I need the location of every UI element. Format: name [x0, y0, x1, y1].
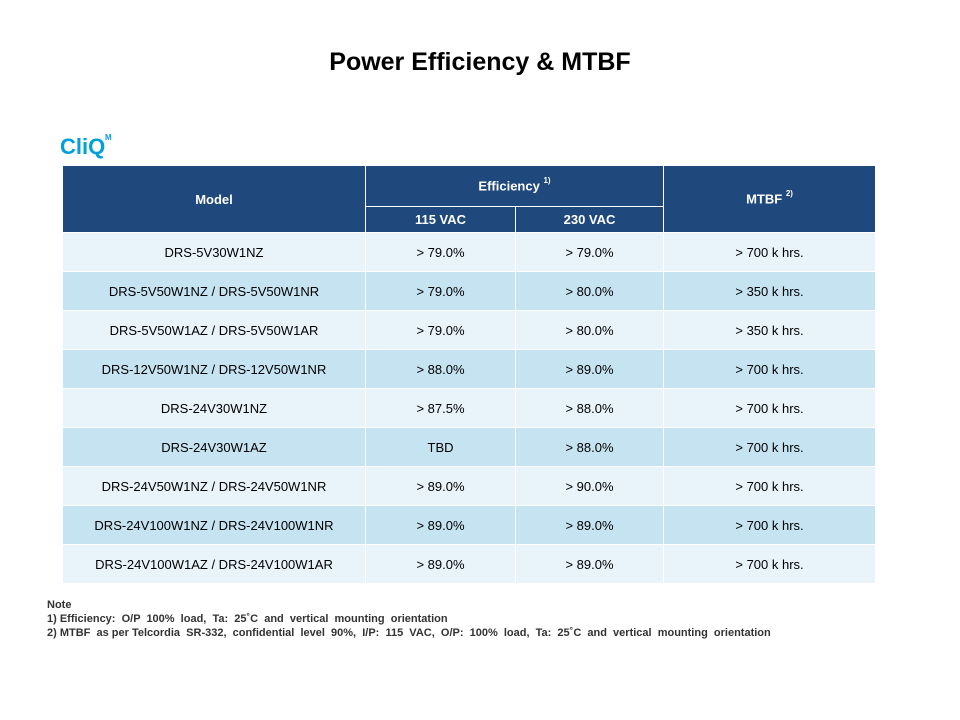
cell-mtbf: > 700 k hrs.	[663, 505, 877, 545]
header-mtbf: MTBF 2)	[663, 165, 877, 233]
cell-eff230: > 88.0%	[514, 388, 665, 428]
table-row: DRS-24V100W1AZ / DRS-24V100W1AR > 89.0% …	[62, 544, 877, 584]
cell-eff115: > 89.0%	[365, 544, 516, 584]
cell-eff230: > 88.0%	[514, 427, 665, 467]
cell-eff115: > 79.0%	[365, 271, 516, 311]
header-230vac: 230 VAC	[514, 206, 665, 233]
cell-eff115: TBD	[365, 427, 516, 467]
cell-model: DRS-5V50W1NZ / DRS-5V50W1NR	[62, 271, 366, 311]
note-line-2: 2) MTBF as per Telcordia SR-332, confide…	[47, 627, 771, 639]
header-115vac: 115 VAC	[365, 206, 516, 233]
cell-model: DRS-12V50W1NZ / DRS-12V50W1NR	[62, 349, 366, 389]
cell-eff230: > 89.0%	[514, 544, 665, 584]
table-row: DRS-12V50W1NZ / DRS-12V50W1NR > 88.0% > …	[62, 349, 877, 389]
page-title: Power Efficiency & MTBF	[329, 48, 631, 76]
cell-mtbf: > 700 k hrs.	[663, 388, 877, 428]
table-row: DRS-24V50W1NZ / DRS-24V50W1NR > 89.0% > …	[62, 466, 877, 506]
cliq-logo: CliQ M	[60, 130, 116, 162]
cell-eff115: > 88.0%	[365, 349, 516, 389]
table-row: DRS-5V50W1NZ / DRS-5V50W1NR > 79.0% > 80…	[62, 271, 877, 311]
cell-mtbf: > 700 k hrs.	[663, 349, 877, 389]
cell-mtbf: > 700 k hrs.	[663, 427, 877, 467]
spec-table: Model Efficiency 1) MTBF 2) 115 VAC 230 …	[62, 165, 877, 584]
cell-eff115: > 87.5%	[365, 388, 516, 428]
header-mtbf-label: MTBF	[746, 191, 783, 207]
cell-model: DRS-5V30W1NZ	[62, 232, 366, 272]
cell-model: DRS-24V30W1AZ	[62, 427, 366, 467]
cell-eff230: > 80.0%	[514, 271, 665, 311]
cell-mtbf: > 700 k hrs.	[663, 544, 877, 584]
header-efficiency: Efficiency 1)	[364, 165, 665, 207]
cell-eff115: > 89.0%	[365, 466, 516, 506]
table-row: DRS-5V50W1AZ / DRS-5V50W1AR > 79.0% > 80…	[62, 310, 877, 350]
cell-eff230: > 89.0%	[514, 349, 665, 389]
cell-eff230: > 89.0%	[514, 505, 665, 545]
cell-eff115: > 79.0%	[365, 310, 516, 350]
cell-mtbf: > 700 k hrs.	[663, 232, 877, 272]
cell-model: DRS-5V50W1AZ / DRS-5V50W1AR	[62, 310, 366, 350]
cell-mtbf: > 350 k hrs.	[663, 271, 877, 311]
table-row: DRS-24V30W1AZ TBD > 88.0% > 700 k hrs.	[62, 427, 877, 467]
cell-model: DRS-24V100W1NZ / DRS-24V100W1NR	[62, 505, 366, 545]
cell-mtbf: > 350 k hrs.	[663, 310, 877, 350]
cell-eff230: > 79.0%	[514, 232, 665, 272]
cell-model: DRS-24V50W1NZ / DRS-24V50W1NR	[62, 466, 366, 506]
table-row: DRS-24V30W1NZ > 87.5% > 88.0% > 700 k hr…	[62, 388, 877, 428]
cell-model: DRS-24V30W1NZ	[62, 388, 366, 428]
cell-model: DRS-24V100W1AZ / DRS-24V100W1AR	[62, 544, 366, 584]
header-efficiency-note: 1)	[543, 176, 551, 186]
cell-eff230: > 80.0%	[514, 310, 665, 350]
cell-eff115: > 89.0%	[365, 505, 516, 545]
header-mtbf-note: 2)	[785, 189, 793, 199]
logo-superscript: M	[105, 133, 112, 142]
logo-text: CliQ	[60, 134, 105, 159]
table-row: DRS-24V100W1NZ / DRS-24V100W1NR > 89.0% …	[62, 505, 877, 545]
header-model: Model	[62, 165, 366, 233]
table-row: DRS-5V30W1NZ > 79.0% > 79.0% > 700 k hrs…	[62, 232, 877, 272]
cell-eff115: > 79.0%	[365, 232, 516, 272]
notes: Note 1) Efficiency: O/P 100% load, Ta: 2…	[47, 598, 771, 640]
cell-eff230: > 90.0%	[514, 466, 665, 506]
notes-heading: Note	[47, 599, 72, 611]
cliq-logo-icon: CliQ M	[60, 133, 112, 159]
note-line-1: 1) Efficiency: O/P 100% load, Ta: 25˚C a…	[47, 613, 448, 625]
header-efficiency-label: Efficiency	[478, 178, 540, 194]
cell-mtbf: > 700 k hrs.	[663, 466, 877, 506]
